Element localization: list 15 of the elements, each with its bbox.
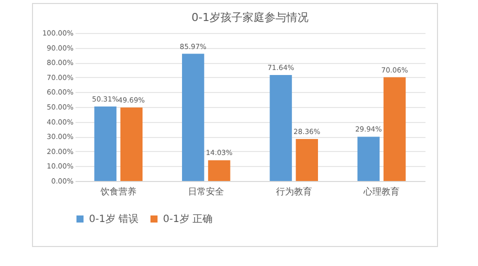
x-tick-label: 行为教育 [276, 186, 312, 198]
bar [208, 160, 230, 181]
legend-label: 0-1岁 错误 [89, 213, 139, 225]
bar [296, 139, 318, 181]
bar [120, 107, 143, 181]
x-tick-label: 饮食营养 [99, 186, 136, 198]
bar [182, 54, 204, 181]
x-tick-label: 心理教育 [362, 186, 400, 198]
bar [357, 136, 380, 181]
chart-title: 0-1岁孩子家庭参与情况 [192, 11, 308, 24]
legend-label: 0-1岁 正确 [163, 213, 213, 225]
bar [270, 74, 292, 181]
bar [384, 77, 406, 181]
bar [94, 106, 116, 181]
x-tick-label: 日常安全 [188, 186, 224, 198]
